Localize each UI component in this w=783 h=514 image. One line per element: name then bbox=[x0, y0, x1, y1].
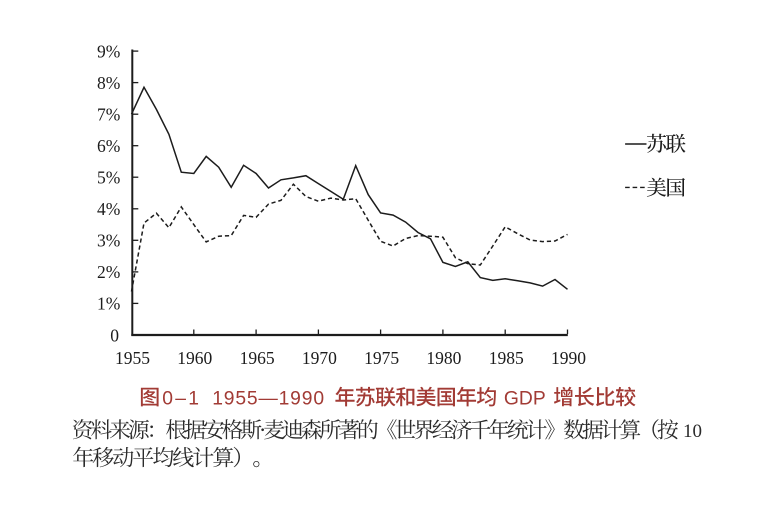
svg-text:7%: 7% bbox=[97, 104, 120, 124]
svg-text:0–1: 0–1 bbox=[162, 388, 201, 409]
svg-text:1965: 1965 bbox=[240, 348, 275, 368]
svg-text:9%: 9% bbox=[97, 41, 120, 61]
svg-text:0: 0 bbox=[110, 325, 119, 345]
svg-text:1990: 1990 bbox=[551, 348, 586, 368]
svg-text:GDP: GDP bbox=[504, 388, 546, 409]
svg-text:8%: 8% bbox=[97, 73, 120, 93]
svg-text:3%: 3% bbox=[97, 231, 120, 251]
svg-text:5%: 5% bbox=[97, 167, 120, 187]
svg-text:1955: 1955 bbox=[115, 348, 150, 368]
svg-text:10: 10 bbox=[683, 421, 702, 442]
svg-text:1%: 1% bbox=[97, 294, 120, 314]
svg-text:6%: 6% bbox=[97, 136, 120, 156]
svg-text:1960: 1960 bbox=[177, 348, 212, 368]
svg-text:4%: 4% bbox=[97, 199, 120, 219]
svg-text:1980: 1980 bbox=[426, 348, 461, 368]
svg-text:2%: 2% bbox=[97, 262, 120, 282]
svg-text:1970: 1970 bbox=[302, 348, 337, 368]
svg-text:1975: 1975 bbox=[364, 348, 399, 368]
svg-text:1955—1990: 1955—1990 bbox=[212, 388, 325, 409]
svg-text:1985: 1985 bbox=[489, 348, 524, 368]
